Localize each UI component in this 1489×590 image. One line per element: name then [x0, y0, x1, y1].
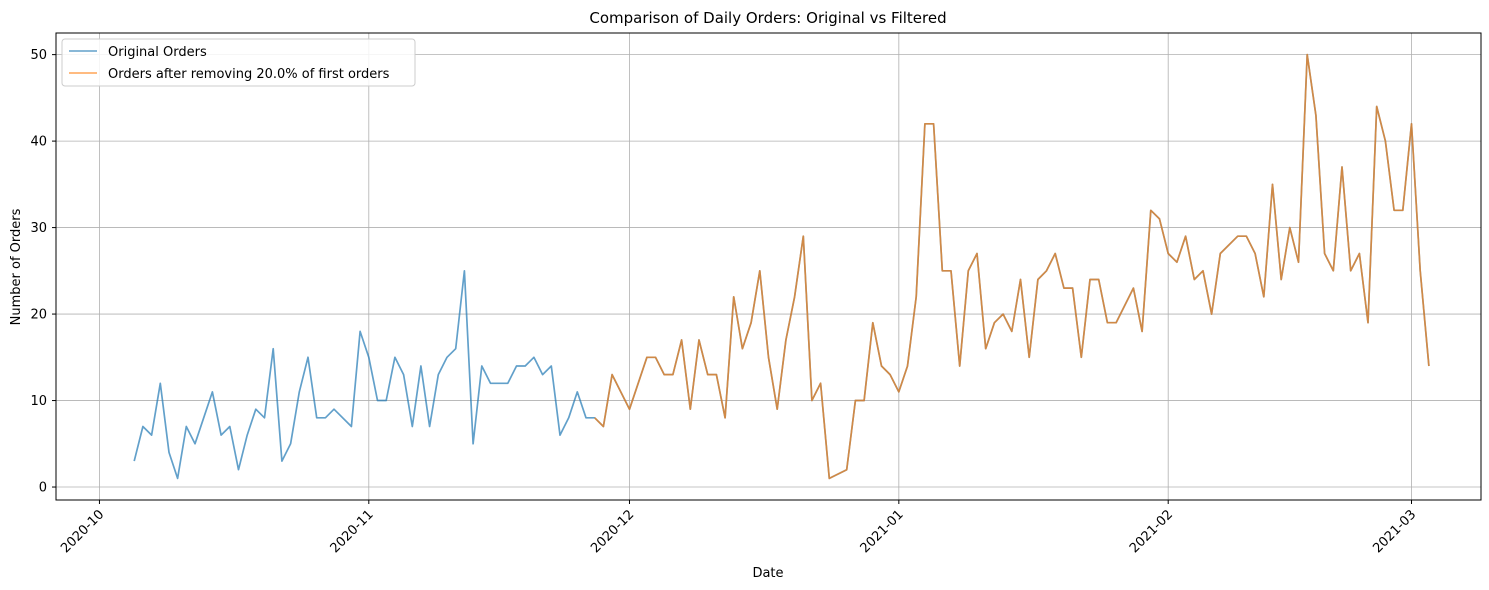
legend-label-original: Original Orders	[108, 45, 207, 60]
y-axis-label: Number of Orders	[9, 208, 24, 325]
legend: Original Orders Orders after removing 20…	[61, 38, 416, 87]
legend-box	[61, 38, 416, 87]
y-tick-label: 0	[39, 481, 47, 496]
y-tick-label: 40	[30, 135, 47, 150]
y-tick-label: 20	[30, 308, 47, 323]
y-tick-label: 50	[30, 48, 47, 63]
y-axis-ticks: 0 10 20 30 40 50	[30, 48, 56, 496]
legend-label-filtered: Orders after removing 20.0% of first ord…	[108, 67, 390, 82]
series-line-filtered	[594, 53, 1430, 480]
plot-frame	[55, 32, 1482, 501]
chart-title: Comparison of Daily Orders: Original vs …	[589, 9, 946, 27]
series-layer	[133, 53, 1430, 480]
x-axis-label: Date	[752, 566, 783, 581]
y-tick-label: 30	[30, 221, 47, 236]
y-tick-label: 10	[30, 394, 47, 409]
